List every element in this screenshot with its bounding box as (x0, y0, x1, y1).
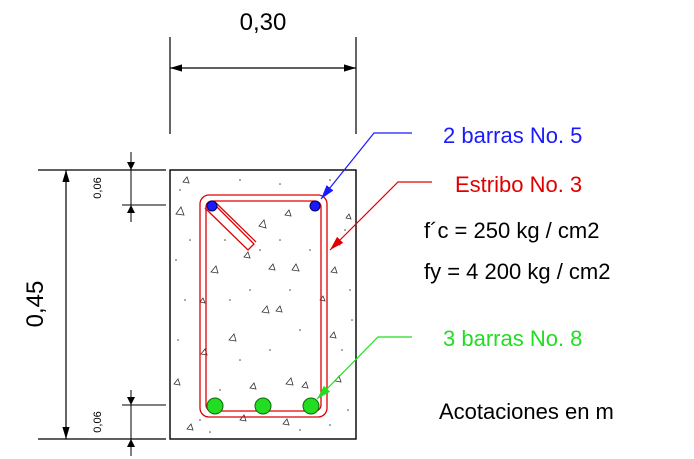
height-dimension: 0,45 (22, 169, 166, 440)
top-bar (309, 200, 321, 212)
cover-top-label: 0,06 (92, 177, 104, 198)
units-note: Acotaciones en m (439, 399, 614, 424)
width-dimension-label: 0,30 (240, 9, 287, 36)
height-dimension-label: 0,45 (22, 281, 49, 328)
bottom-bar (206, 397, 224, 415)
bottom-bars-leader (316, 336, 412, 400)
bottom-bar (254, 397, 272, 415)
stirrup-leader (329, 181, 432, 251)
concrete-dots (175, 179, 353, 433)
width-dimension: 0,30 (169, 9, 357, 134)
fc-label: f´c = 250 kg / cm2 (424, 218, 599, 243)
cover-top-dimension: 0,06 (92, 152, 166, 222)
fy-label: fy = 4 200 kg / cm2 (424, 259, 610, 284)
bottom-bars-label: 3 barras No. 8 (443, 326, 582, 351)
cover-bottom-dimension: 0,06 (92, 390, 166, 456)
cover-bottom-label: 0,06 (92, 411, 104, 432)
top-bars-leader (320, 132, 412, 200)
top-bars (206, 200, 321, 212)
top-bars-label: 2 barras No. 5 (443, 123, 582, 148)
stirrup-label: Estribo No. 3 (455, 172, 582, 197)
top-bar (206, 200, 218, 212)
bottom-bar (302, 397, 320, 415)
bottom-bars (206, 397, 320, 415)
